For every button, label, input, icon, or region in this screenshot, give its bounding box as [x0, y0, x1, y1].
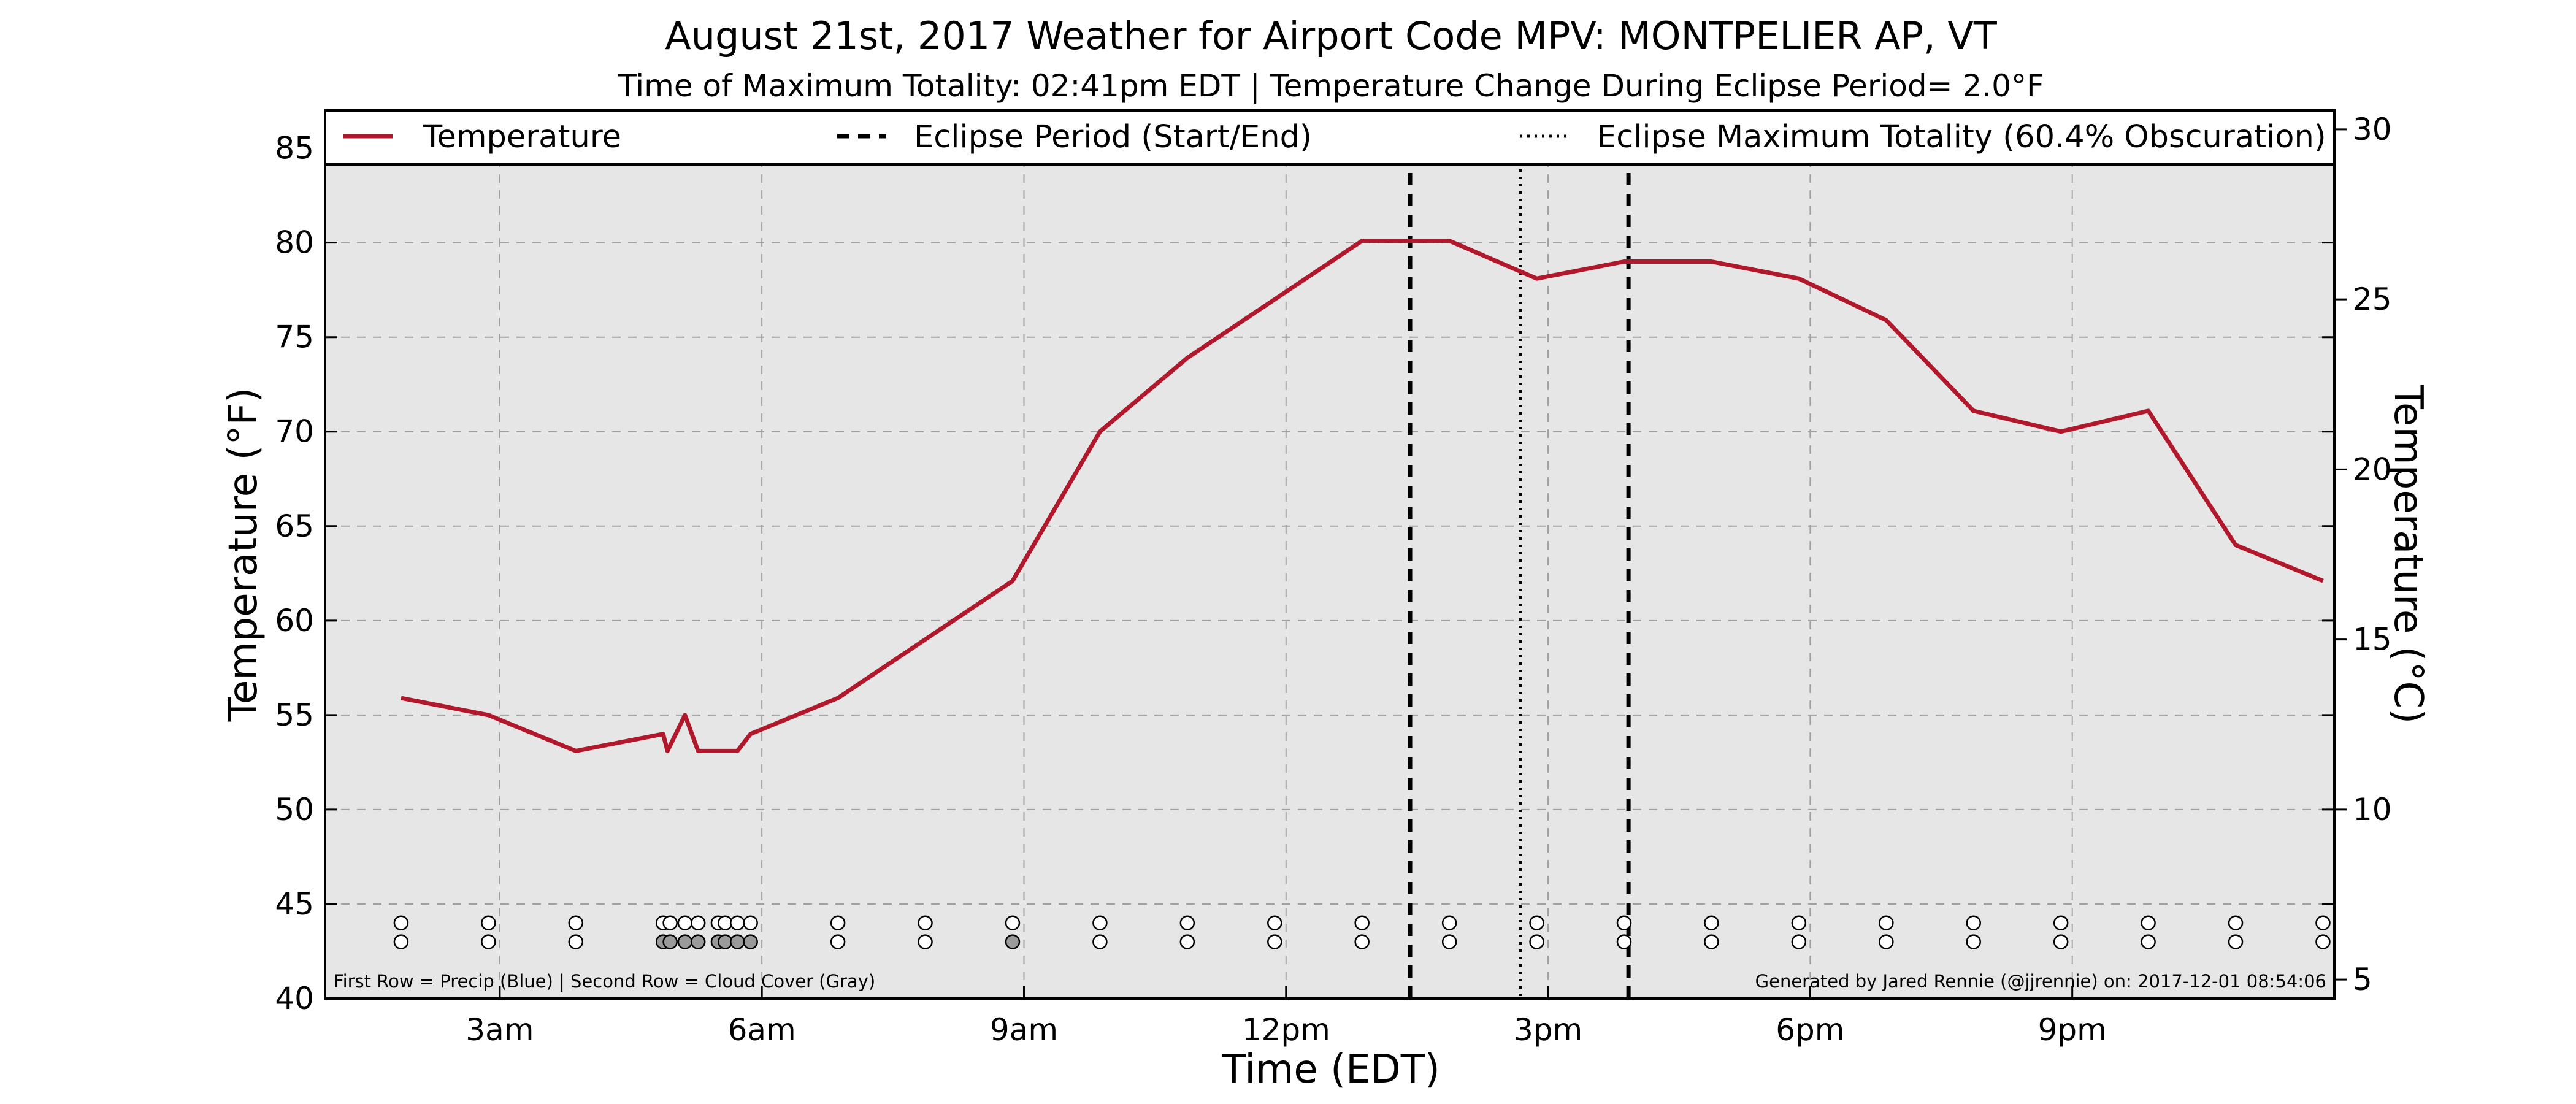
legend-label-eclipse-max: Eclipse Maximum Totality (60.4% Obscurat… — [1597, 119, 2326, 155]
precip-marker — [1092, 915, 1108, 931]
precip-marker — [2141, 915, 2156, 931]
precip-marker — [568, 915, 584, 931]
footnote-left: First Row = Precip (Blue) | Second Row =… — [334, 971, 875, 992]
cloud-marker — [568, 934, 584, 949]
precip-marker — [743, 915, 758, 931]
y-tick-label: 65 — [275, 508, 314, 544]
precip-marker — [1441, 915, 1457, 931]
eclipse-markers — [1408, 110, 1631, 999]
grid-lines — [325, 110, 2334, 999]
footnote-right: Generated by Jared Rennie (@jjrennie) on… — [1755, 971, 2326, 992]
precip-marker — [1879, 915, 1894, 931]
precip-marker — [1005, 915, 1021, 931]
precip-marker — [2315, 915, 2331, 931]
cloud-marker — [690, 934, 706, 949]
cloud-marker — [2141, 934, 2156, 949]
y-tick-label: 40 — [275, 981, 314, 1016]
y-tick-label: 55 — [275, 697, 314, 733]
cloud-marker — [730, 934, 745, 949]
cloud-marker — [1966, 934, 1981, 949]
y-tick-label: 85 — [275, 131, 314, 166]
cloud-marker — [1267, 934, 1282, 949]
y-tick-label: 50 — [275, 792, 314, 827]
precip-marker — [1267, 915, 1282, 931]
precip-marker — [690, 915, 706, 931]
precip-marker — [2228, 915, 2244, 931]
cloud-marker — [830, 934, 846, 949]
series-layer — [401, 239, 2324, 753]
y-right-tick-label: 5 — [2353, 962, 2372, 997]
y-right-tick-label: 25 — [2353, 282, 2392, 317]
legend-label-temperature: Temperature — [423, 119, 621, 155]
cloud-marker — [2228, 934, 2244, 949]
x-tick-label: 9pm — [2038, 1012, 2107, 1048]
precip-marker — [1616, 915, 1632, 931]
series-line-temperature — [401, 239, 2324, 753]
cloud-marker — [1354, 934, 1370, 949]
y-right-tick-label: 10 — [2353, 792, 2392, 827]
cloud-marker — [918, 934, 933, 949]
precip-marker — [1704, 915, 1719, 931]
cloud-marker — [677, 934, 693, 949]
cloud-marker — [1179, 934, 1195, 949]
y-axis-label: Temperature (°F) — [221, 388, 266, 723]
precip-marker — [2053, 915, 2069, 931]
y-tick-label: 60 — [275, 603, 314, 638]
y-tick-label: 70 — [275, 414, 314, 450]
cloud-marker — [1879, 934, 1894, 949]
precip-marker — [1966, 915, 1981, 931]
cloud-marker — [2315, 934, 2331, 949]
x-tick-label: 3pm — [1514, 1012, 1582, 1048]
y-tick-label: 75 — [275, 320, 314, 355]
x-tick-label: 12pm — [1242, 1012, 1330, 1048]
y-right-tick-label: 20 — [2353, 451, 2392, 487]
y-tick-label: 80 — [275, 225, 314, 261]
precip-marker — [1791, 915, 1807, 931]
precip-marker — [830, 915, 846, 931]
x-tick-label: 3am — [466, 1012, 534, 1048]
cloud-marker — [1616, 934, 1632, 949]
x-tick-label: 6am — [728, 1012, 796, 1048]
cloud-marker — [743, 934, 758, 949]
legend-label-eclipse-period: Eclipse Period (Start/End) — [914, 119, 1312, 155]
cloud-marker — [1529, 934, 1544, 949]
y-right-tick-label: 15 — [2353, 622, 2392, 657]
y-tick-label: 45 — [275, 886, 314, 922]
precip-marker — [1179, 915, 1195, 931]
y-right-tick-label: 30 — [2353, 112, 2392, 147]
x-axis-label: Time (EDT) — [1221, 1047, 1440, 1092]
cloud-marker — [1005, 934, 1021, 949]
precip-marker — [662, 915, 678, 931]
y-axis-label-right: Temperature (°C) — [2385, 385, 2431, 724]
chart-subtitle: Time of Maximum Totality: 02:41pm EDT | … — [617, 68, 2044, 104]
cloud-marker — [1791, 934, 1807, 949]
plot-frame — [324, 109, 2336, 1000]
cloud-marker — [481, 934, 496, 949]
sky-markers — [393, 915, 2331, 949]
x-tick-label: 9am — [990, 1012, 1058, 1048]
cloud-marker — [1092, 934, 1108, 949]
precip-marker — [677, 915, 693, 931]
cloud-marker — [1704, 934, 1719, 949]
precip-marker — [393, 915, 409, 931]
cloud-marker — [1441, 934, 1457, 949]
plot-background — [325, 110, 2334, 999]
cloud-marker — [393, 934, 409, 949]
cloud-marker — [662, 934, 678, 949]
x-tick-label: 6pm — [1776, 1012, 1844, 1048]
chart-title: August 21st, 2017 Weather for Airport Co… — [665, 13, 1998, 58]
precip-marker — [481, 915, 496, 931]
cloud-marker — [2053, 934, 2069, 949]
precip-marker — [730, 915, 745, 931]
precip-marker — [918, 915, 933, 931]
precip-marker — [1529, 915, 1544, 931]
precip-marker — [1354, 915, 1370, 931]
